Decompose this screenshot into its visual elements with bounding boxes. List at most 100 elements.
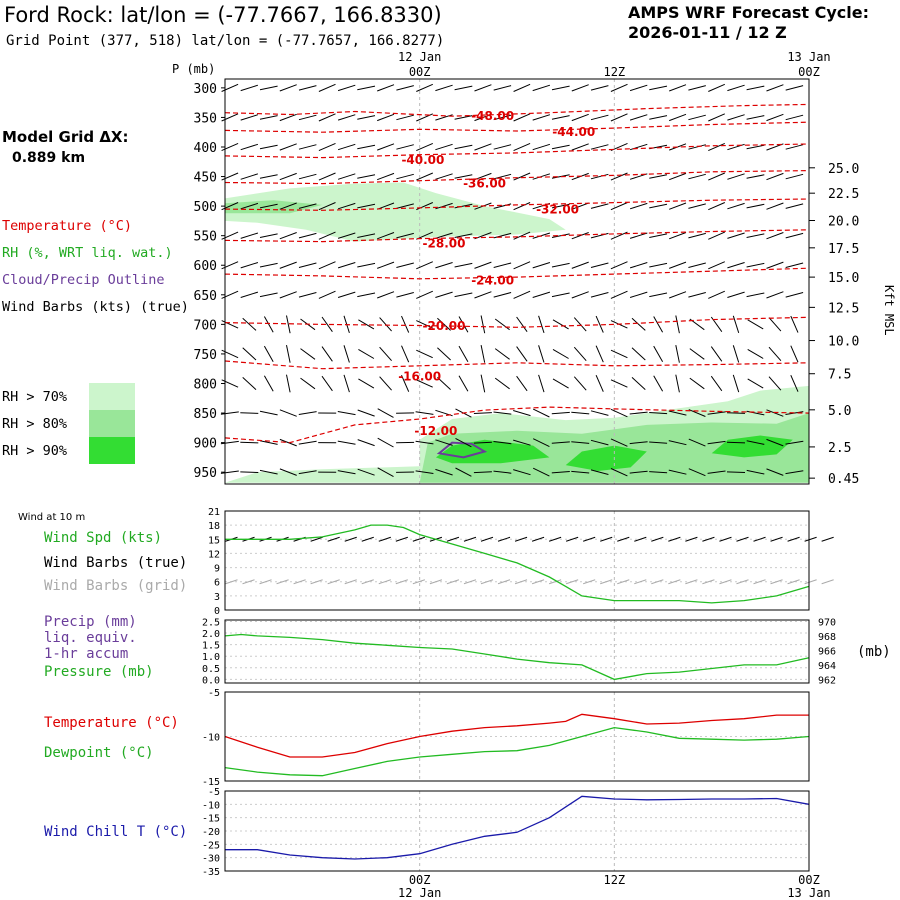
wind-barb xyxy=(732,315,740,334)
height-tick-label: 10.0 xyxy=(828,335,859,350)
wind-barb xyxy=(785,85,804,91)
wind-barb xyxy=(746,115,765,120)
wind-barb xyxy=(629,411,648,415)
wind-barb xyxy=(377,291,395,299)
wind-barb xyxy=(629,291,648,298)
wind-barb xyxy=(595,345,604,363)
height-tick-label: 5.0 xyxy=(828,404,851,419)
wind-barb xyxy=(727,202,745,210)
wind-barb xyxy=(688,409,706,417)
wind-barb xyxy=(590,85,609,91)
wind-barb xyxy=(318,202,336,211)
y-tick-label: 0.5 xyxy=(202,664,220,675)
y-tick-label: 0.0 xyxy=(202,675,220,686)
wind-barb xyxy=(259,233,278,238)
wind-barb xyxy=(415,470,434,474)
surface-wind-barb-grid xyxy=(378,579,391,585)
wind-barb xyxy=(377,143,395,151)
wind-barb xyxy=(279,468,297,476)
surface-wind-barb-grid xyxy=(446,579,460,585)
wind-barb xyxy=(357,262,376,268)
height-axis-title: Kft MSL xyxy=(882,285,896,336)
wind-barb xyxy=(357,468,375,476)
wind-barb xyxy=(493,114,512,121)
wind-panel-frame xyxy=(224,510,810,611)
wind-barb xyxy=(631,317,646,331)
legend-rh: RH (%, WRT liq. wat.) xyxy=(2,245,173,261)
wind-barb xyxy=(571,441,590,444)
top-time-label: 12Z xyxy=(603,65,625,79)
wind-barb xyxy=(493,232,512,239)
wind-barb xyxy=(590,439,609,446)
series-line-dewpoint-c- xyxy=(224,726,810,777)
isotherm-line xyxy=(224,267,810,280)
y-tick-label: -30 xyxy=(202,854,220,865)
wind-barb xyxy=(416,83,433,92)
wind-barb xyxy=(571,411,590,415)
wind-barb xyxy=(435,143,453,151)
wind-barb xyxy=(473,412,492,414)
wind-barb xyxy=(377,261,395,269)
wind-barb xyxy=(458,345,469,363)
wind-barb xyxy=(532,84,551,92)
legend-swatch-rh80 xyxy=(89,410,135,437)
wind-barb xyxy=(454,233,473,238)
y-tick-label: -5 xyxy=(208,787,220,798)
wind-barb xyxy=(494,377,510,390)
wind-barb xyxy=(279,438,297,447)
top-time-label: 00Z xyxy=(798,65,820,79)
wind-barb xyxy=(551,203,570,209)
wind-barb xyxy=(727,84,745,92)
wind-barb xyxy=(649,174,668,179)
wind-barb xyxy=(298,173,317,180)
wind-barb xyxy=(629,232,648,239)
height-tick-label: 25.0 xyxy=(828,162,859,177)
isotherm-line xyxy=(224,316,810,328)
wind-barb xyxy=(551,441,570,444)
wind-barb xyxy=(747,378,764,389)
surface-wind-barb xyxy=(600,536,613,542)
wind-barb xyxy=(513,202,531,211)
legend-cloud: Cloud/Precip Outline xyxy=(2,272,165,288)
wind-barb xyxy=(610,349,628,359)
wind-barb xyxy=(357,174,376,179)
surface-wind-barb xyxy=(770,536,783,542)
wind-barb xyxy=(474,84,492,92)
wind-barb xyxy=(653,345,664,363)
wind-barb xyxy=(377,467,394,478)
wind-barb xyxy=(337,262,356,269)
wind-barb xyxy=(727,262,745,269)
rh90-region-3 xyxy=(711,435,793,458)
surface-wind-barb xyxy=(361,536,374,542)
wind-barb xyxy=(513,469,531,476)
wind-barb xyxy=(708,172,725,181)
wind-barb xyxy=(653,375,664,392)
wind-barb xyxy=(785,232,804,239)
wind-barb xyxy=(746,233,765,238)
wind-barb xyxy=(259,469,278,475)
isotherm-label: -44.00 xyxy=(552,125,595,139)
right-tick-label: 962 xyxy=(818,675,836,686)
wind-barb xyxy=(437,377,451,390)
surface-wind-barb xyxy=(719,536,732,542)
legend-wind-barbs-grid: Wind Barbs (grid) xyxy=(44,578,187,594)
wind-barb xyxy=(675,315,680,334)
wind-barb xyxy=(513,172,531,181)
wind-barb xyxy=(610,202,628,211)
wind-barb xyxy=(396,85,414,91)
surface-wind-barb-grid xyxy=(395,579,408,585)
surface-wind-barb-grid xyxy=(242,579,255,585)
wind-barb xyxy=(610,408,628,418)
wind-barb xyxy=(649,292,668,298)
y-tick-label: 1.5 xyxy=(202,641,220,652)
surface-wind-barb xyxy=(668,536,681,542)
wind-barb xyxy=(396,262,414,268)
legend-temperature-2m: Temperature (°C) xyxy=(44,715,179,731)
wind-barb xyxy=(298,440,317,445)
wind-barb xyxy=(747,319,764,330)
y-tick-label: 6 xyxy=(214,578,220,589)
wind-barb xyxy=(337,173,356,180)
surface-wind-barb-grid xyxy=(429,579,443,585)
wind-barb xyxy=(298,470,317,475)
wind-barb xyxy=(357,233,376,238)
